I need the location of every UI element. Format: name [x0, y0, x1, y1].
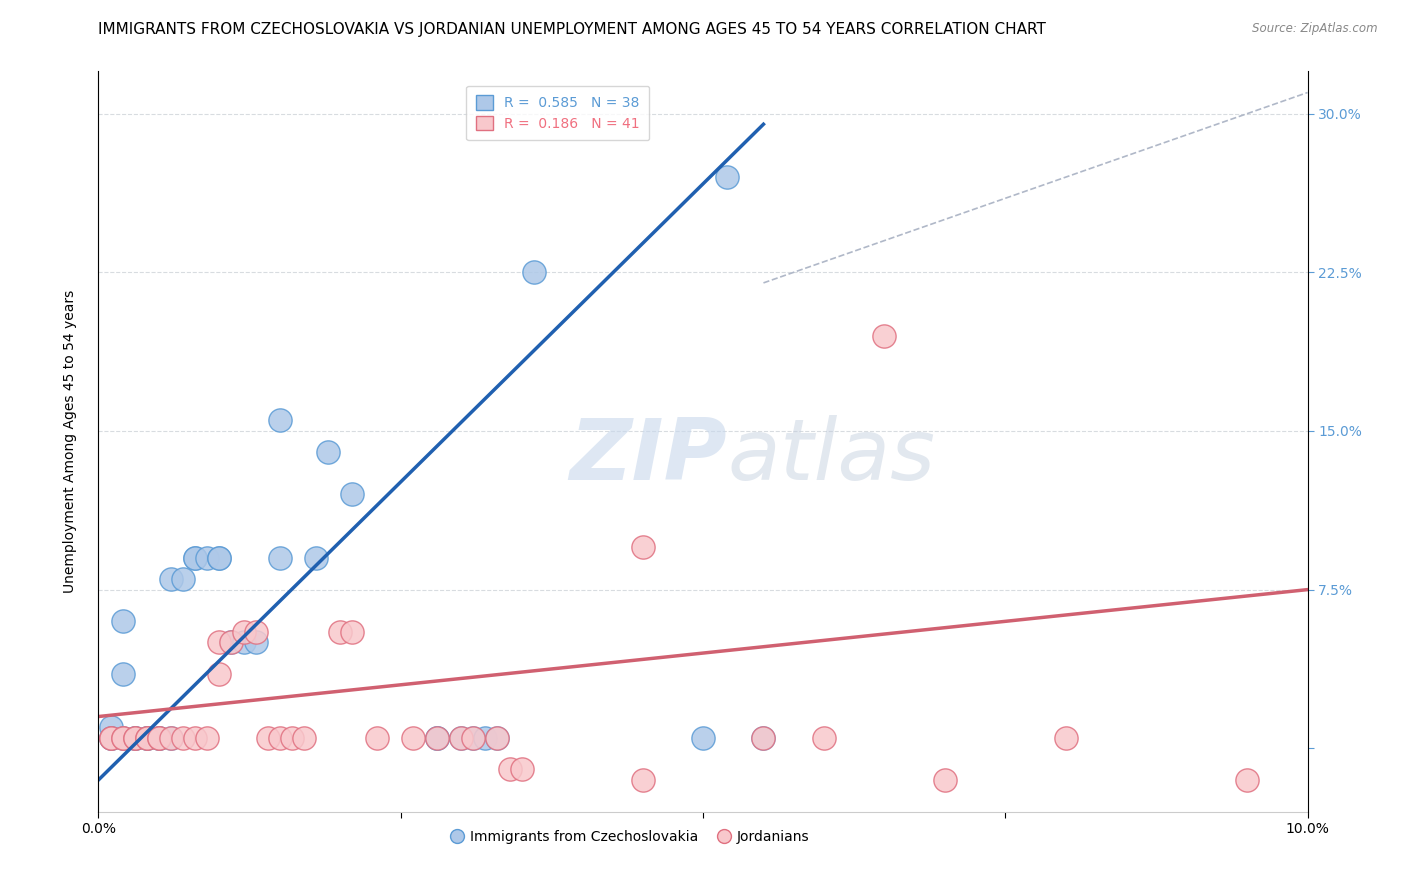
Point [256, 731, 278, 745]
Point [111, 615, 134, 629]
Point [426, 731, 449, 745]
Point [463, 731, 485, 745]
Point [450, 731, 472, 745]
Point [498, 763, 520, 777]
Point [269, 413, 291, 427]
Point [752, 731, 775, 745]
Point [111, 731, 134, 745]
Point [124, 731, 146, 745]
Point [873, 328, 896, 343]
Point [208, 667, 231, 681]
Legend: Immigrants from Czechoslovakia, Jordanians: Immigrants from Czechoslovakia, Jordania… [446, 824, 815, 849]
Point [463, 731, 485, 745]
Point [172, 731, 194, 745]
Point [1236, 772, 1258, 787]
Point [232, 624, 254, 639]
Point [523, 265, 546, 279]
Point [269, 550, 291, 565]
Point [111, 667, 134, 681]
Point [160, 731, 183, 745]
Point [135, 731, 157, 745]
Text: IMMIGRANTS FROM CZECHOSLOVAKIA VS JORDANIAN UNEMPLOYMENT AMONG AGES 45 TO 54 YEA: IMMIGRANTS FROM CZECHOSLOVAKIA VS JORDAN… [98, 22, 1046, 37]
Point [752, 731, 775, 745]
Point [111, 731, 134, 745]
Text: Source: ZipAtlas.com: Source: ZipAtlas.com [1253, 22, 1378, 36]
Point [245, 624, 267, 639]
Point [195, 550, 218, 565]
Point [631, 541, 654, 555]
Point [245, 635, 267, 649]
Point [160, 731, 183, 745]
Point [292, 731, 315, 745]
Point [195, 731, 218, 745]
Point [342, 624, 364, 639]
Point [692, 731, 714, 745]
Point [148, 731, 170, 745]
Point [184, 550, 207, 565]
Point [100, 731, 122, 745]
Point [402, 731, 425, 745]
Point [184, 731, 207, 745]
Point [100, 731, 122, 745]
Point [281, 731, 304, 745]
Point [184, 550, 207, 565]
Point [100, 731, 122, 745]
Point [160, 572, 183, 586]
Point [100, 720, 122, 734]
Point [474, 731, 496, 745]
Point [269, 731, 291, 745]
Point [221, 635, 243, 649]
Point [135, 731, 157, 745]
Text: atlas: atlas [727, 415, 935, 498]
Point [342, 487, 364, 501]
Point [148, 731, 170, 745]
Point [813, 731, 835, 745]
Point [1054, 731, 1077, 745]
Point [172, 572, 194, 586]
Point [232, 635, 254, 649]
Point [135, 731, 157, 745]
Point [208, 550, 231, 565]
Point [208, 550, 231, 565]
Point [631, 772, 654, 787]
Point [111, 731, 134, 745]
Point [426, 731, 449, 745]
Point [329, 624, 352, 639]
Point [486, 731, 509, 745]
Point [716, 170, 738, 185]
Point [124, 731, 146, 745]
Point [316, 445, 339, 459]
Point [450, 731, 472, 745]
Y-axis label: Unemployment Among Ages 45 to 54 years: Unemployment Among Ages 45 to 54 years [63, 290, 77, 593]
Text: ZIP: ZIP [569, 415, 727, 498]
Point [208, 635, 231, 649]
Point [934, 772, 956, 787]
Point [426, 731, 449, 745]
Point [124, 731, 146, 745]
Point [510, 763, 533, 777]
Point [124, 731, 146, 745]
Point [486, 731, 509, 745]
Point [100, 731, 122, 745]
Point [148, 731, 170, 745]
Point [221, 635, 243, 649]
Point [366, 731, 388, 745]
Point [305, 550, 328, 565]
Point [148, 731, 170, 745]
Point [135, 731, 157, 745]
